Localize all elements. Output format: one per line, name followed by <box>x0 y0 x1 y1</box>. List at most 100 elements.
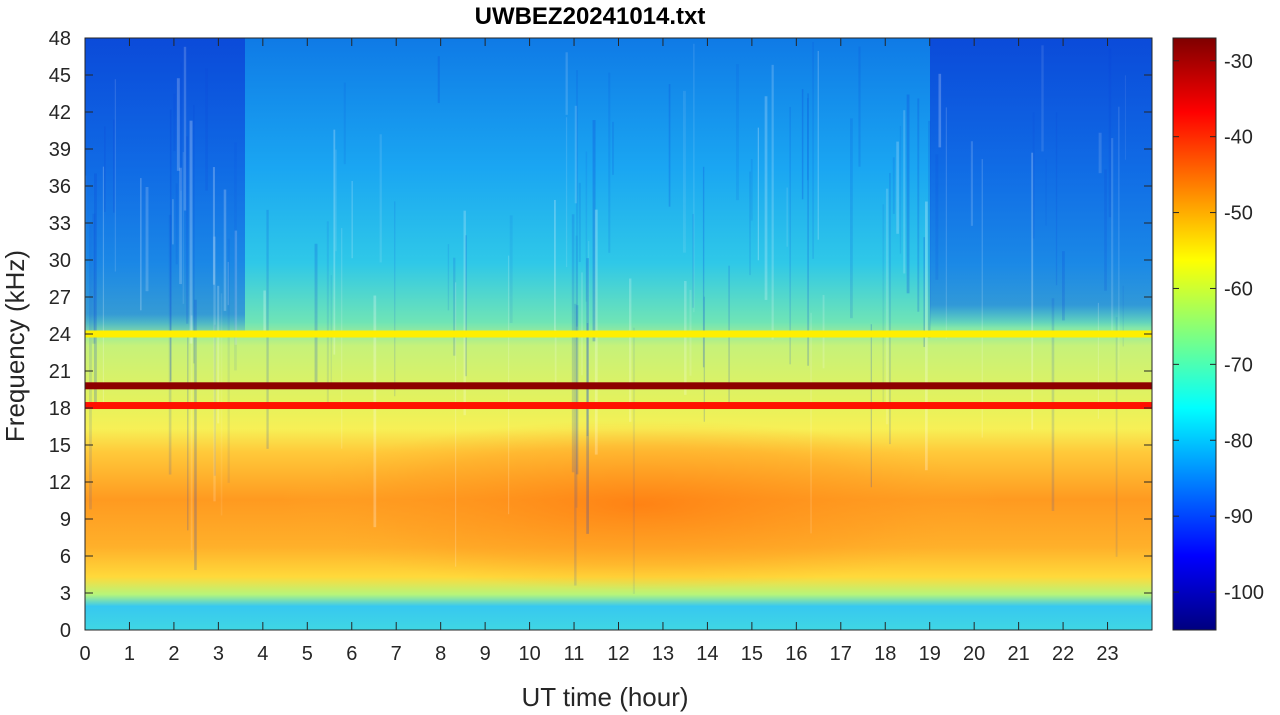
noise-stripe <box>812 42 814 259</box>
noise-stripe <box>575 305 579 475</box>
noise-stripe <box>899 125 902 254</box>
noise-stripe <box>896 141 899 234</box>
noise-stripe <box>180 62 183 191</box>
noise-stripe <box>586 323 589 437</box>
x-tick-label: 12 <box>607 643 629 665</box>
noise-stripe <box>379 134 382 263</box>
colorbar-tick-label: -50 <box>1224 203 1253 225</box>
y-tick-label: 45 <box>49 65 71 87</box>
noise-stripe <box>335 149 337 252</box>
noise-stripe <box>343 82 346 165</box>
y-tick-label: 33 <box>49 213 71 235</box>
noise-stripe <box>817 50 819 240</box>
noise-stripe <box>104 126 106 213</box>
noise-stripe <box>858 46 861 167</box>
noise-stripe <box>1031 152 1034 430</box>
noise-stripe <box>692 213 694 308</box>
noise-stripe <box>187 331 189 531</box>
noise-stripe <box>574 303 577 586</box>
noise-stripe <box>169 109 172 382</box>
noise-stripe <box>786 187 788 247</box>
noise-stripe <box>114 79 116 272</box>
noise-stripe <box>102 166 105 404</box>
noise-stripe <box>807 98 809 181</box>
y-tick-label: 30 <box>49 250 71 272</box>
noise-stripe <box>1041 45 1044 152</box>
noise-stripe <box>1104 169 1107 291</box>
noise-stripe <box>1111 138 1114 331</box>
noise-stripe <box>455 282 457 567</box>
noise-stripe <box>807 93 809 366</box>
noise-stripe <box>750 159 753 221</box>
noise-stripe <box>553 199 556 335</box>
noise-stripe <box>801 89 804 200</box>
noise-stripe <box>938 73 942 148</box>
noise-stripe <box>1055 112 1058 286</box>
noise-stripe <box>113 119 115 213</box>
noise-stripe <box>928 120 931 338</box>
x-tick-label: 1 <box>124 643 135 665</box>
y-tick-label: 27 <box>49 287 71 309</box>
x-tick-label: 19 <box>919 643 941 665</box>
signal-line <box>85 330 1152 338</box>
noise-stripe <box>453 257 456 356</box>
noise-stripe <box>227 261 229 306</box>
x-tick-label: 4 <box>257 643 268 665</box>
x-tick-label: 3 <box>213 643 224 665</box>
noise-stripe <box>565 52 568 115</box>
noise-stripe <box>1115 317 1118 557</box>
noise-stripe <box>903 110 906 274</box>
noise-stripe <box>1062 251 1065 321</box>
noise-stripe <box>205 68 208 191</box>
horizontal-signal-lines <box>85 330 1152 410</box>
x-tick-label: 17 <box>830 643 852 665</box>
y-tick-label: 6 <box>60 546 71 568</box>
noise-stripe <box>574 105 577 204</box>
noise-stripe <box>575 235 578 508</box>
noise-stripe <box>190 315 193 551</box>
noise-stripe <box>88 224 92 510</box>
noise-stripe <box>629 278 632 422</box>
noise-stripe <box>578 182 581 263</box>
noise-stripe <box>608 72 611 253</box>
noise-stripe <box>263 290 266 332</box>
y-tick-label: 39 <box>49 139 71 161</box>
noise-stripe <box>189 120 193 344</box>
vertical-noise-stripes <box>85 42 1126 594</box>
y-tick-label: 0 <box>60 620 71 642</box>
x-axis-label: UT time (hour) <box>521 682 688 712</box>
noise-stripe <box>917 98 920 312</box>
broadband-noise-peak <box>280 420 1000 590</box>
colorbar: -30 -40 -50 -60 -70 -80 -90 -100 <box>1172 37 1264 631</box>
noise-stripe <box>702 166 705 368</box>
noise-stripe <box>945 107 947 340</box>
y-tick-label: 48 <box>49 28 71 50</box>
noise-stripe <box>1098 132 1102 174</box>
noise-stripe <box>373 295 377 528</box>
y-axis-label: Frequency (kHz) <box>0 250 30 442</box>
noise-stripe <box>213 236 216 502</box>
noise-stripe <box>437 56 440 104</box>
noise-stripe <box>186 136 189 324</box>
noise-stripe <box>351 180 353 259</box>
x-tick-label: 11 <box>564 643 585 665</box>
y-tick-label: 3 <box>60 583 71 605</box>
y-tick-label: 21 <box>49 361 71 383</box>
noise-stripe <box>682 90 686 253</box>
noise-stripe <box>223 189 227 311</box>
noise-stripe <box>94 173 97 403</box>
noise-stripe <box>970 141 973 226</box>
colorbar-tick-label: -90 <box>1224 506 1253 528</box>
x-tick-label: 5 <box>302 643 313 665</box>
noise-stripe <box>227 238 230 483</box>
noise-stripe <box>234 230 238 345</box>
noise-stripe <box>757 127 760 261</box>
noise-stripe <box>764 96 768 300</box>
noise-stripe <box>771 64 774 340</box>
noise-stripe <box>1108 48 1112 218</box>
noise-stripe <box>85 175 87 338</box>
x-tick-label: 18 <box>874 643 896 665</box>
noise-stripe <box>587 241 590 415</box>
noise-stripe <box>1032 112 1035 239</box>
noise-stripe <box>333 129 336 355</box>
